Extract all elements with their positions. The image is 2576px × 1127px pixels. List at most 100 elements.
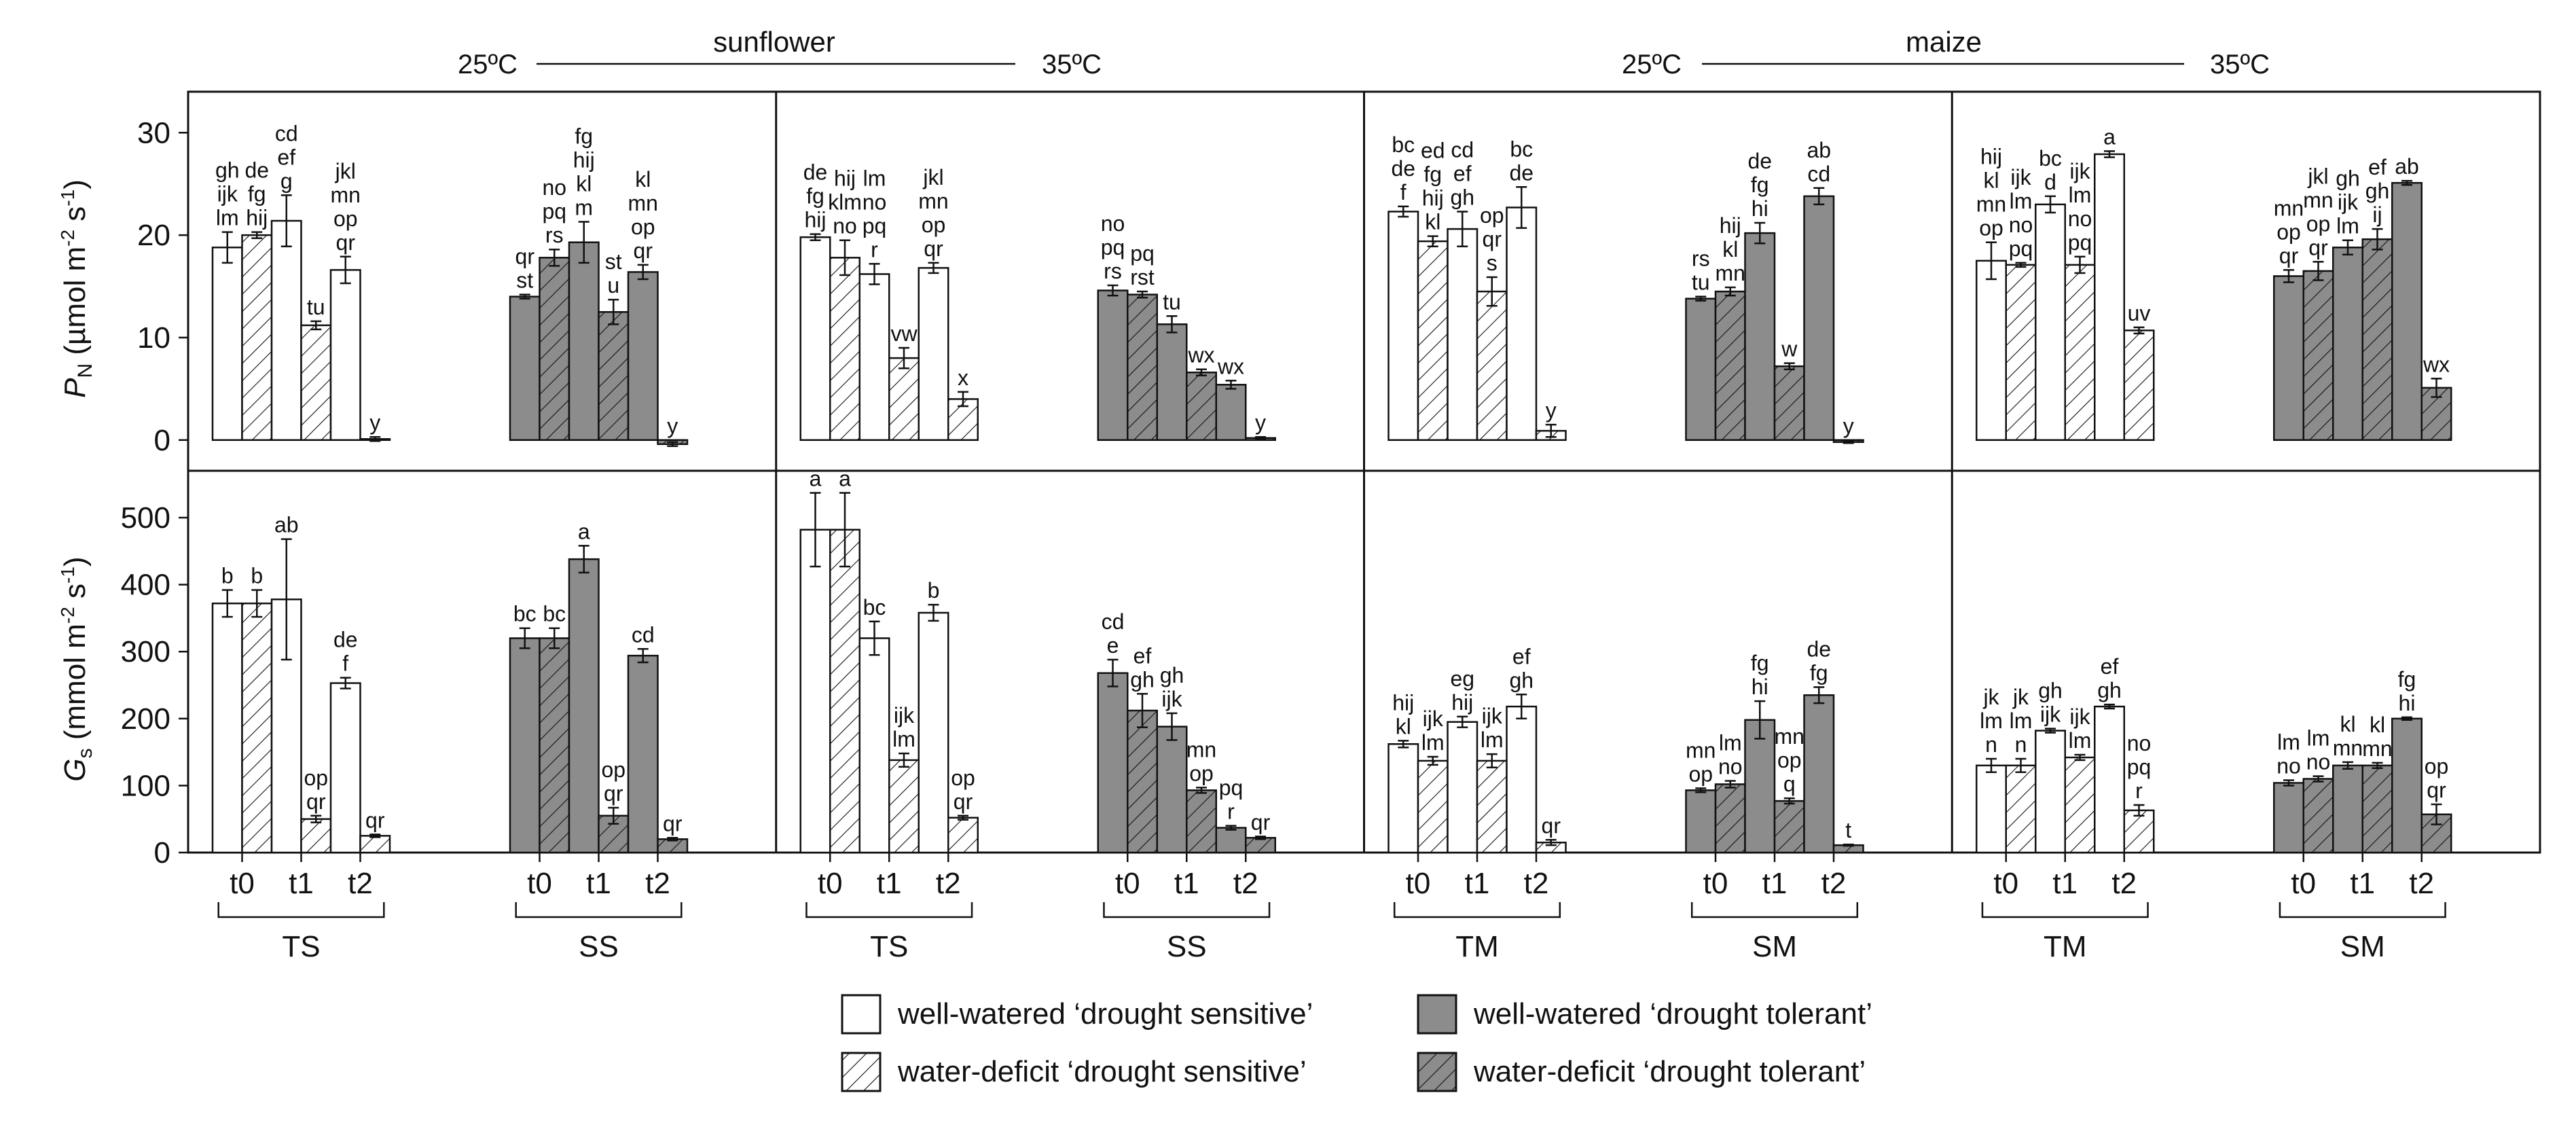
pn-bar-label: op	[922, 213, 946, 237]
pn-bar-label: rst	[1130, 265, 1155, 289]
gs-bar	[1476, 759, 1508, 854]
pn-bar-label: tu	[1163, 289, 1181, 314]
pn-error-bar	[637, 264, 649, 281]
gs-error-bar	[1398, 740, 1409, 749]
gs-bar-label: ef	[1133, 643, 1152, 668]
x-tick-label: t1	[2350, 867, 2375, 900]
gs-bar-label: op	[304, 766, 328, 790]
x-tick-label: t1	[1762, 867, 1788, 900]
gs-bar-label: r	[1227, 800, 1235, 824]
x-tick-label: t2	[2409, 867, 2434, 900]
x-tick-label: t2	[1233, 867, 1258, 900]
pn-bar-label: no	[1101, 211, 1125, 236]
genotype-group-ts: defghijahijklmnoalmnopqrbcvwijklmjklmnop…	[799, 160, 979, 963]
pn-bar	[568, 241, 600, 442]
pn-bar	[2005, 264, 2037, 442]
gs-error-bar	[340, 677, 351, 690]
gs-bar	[627, 654, 659, 854]
gs-bar-label: no	[2276, 754, 2301, 779]
genotype-label: SS	[579, 930, 619, 963]
pn-bar-label: mn	[1976, 192, 2006, 217]
pn-axis-title-sup1: -2	[57, 230, 78, 247]
gs-axis-title: Gs (mmol m-2 s-1)	[57, 556, 96, 781]
pn-bar-label: jkl	[2307, 164, 2328, 188]
pn-bar-label: ab	[1807, 138, 1831, 162]
gs-error-bar	[519, 627, 530, 649]
gs-bar-label: qr	[1542, 813, 1561, 838]
pn-bar-label: de	[1509, 160, 1534, 185]
pn-bar-label: ef	[277, 145, 295, 169]
pn-bar	[1417, 240, 1449, 442]
gs-bar-label: t	[1845, 818, 1851, 842]
gs-bar	[509, 637, 541, 854]
gs-bar-label: op	[2425, 754, 2449, 779]
pn-bar	[539, 257, 570, 442]
gs-y-tick-label: 200	[121, 702, 170, 736]
pn-error-bar	[1486, 276, 1498, 307]
pn-bar-label: pq	[1101, 235, 1125, 260]
gs-error-bar	[1754, 700, 1766, 740]
gs-bar-label: qr	[954, 789, 973, 814]
gs-bar-label: cd	[1102, 609, 1125, 634]
gs-bar-label: fg	[1810, 660, 1828, 685]
pn-bar-label: fg	[806, 184, 824, 209]
gs-bar-label: pq	[2127, 755, 2152, 779]
gs-bar	[359, 835, 391, 854]
gs-bar	[1417, 759, 1449, 854]
pn-error-bar	[608, 298, 619, 325]
gs-bar-label: b	[251, 564, 263, 588]
pn-bar-label: mn	[918, 189, 948, 213]
pn-bar-label: s	[1487, 251, 1498, 275]
pn-bar-label: ef	[2368, 155, 2387, 179]
gs-bar-label: eg	[1450, 666, 1474, 691]
x-tick-label: t0	[230, 867, 255, 900]
pn-error-bar	[2401, 179, 2412, 186]
pn-bar-label: lm	[2336, 214, 2359, 238]
genotype-bracket	[1103, 902, 1271, 918]
gs-bar-label: op	[601, 757, 625, 782]
pn-bar-label: y	[1255, 410, 1266, 435]
gs-error-bar	[2372, 762, 2383, 770]
pn-bar	[2302, 270, 2334, 442]
pn-bar-label: hij	[804, 208, 826, 232]
x-tick-label: t1	[1174, 867, 1199, 900]
gs-error-bar	[1427, 755, 1438, 766]
header-sunflower-left-temp: 25ºC	[458, 50, 518, 79]
pn-error-bar	[1457, 211, 1468, 247]
gs-bar	[1506, 705, 1538, 854]
gs-bar-label: gh	[1160, 663, 1184, 687]
genotype-bracket	[2279, 902, 2446, 918]
gs-bar-label: a	[810, 467, 822, 491]
gs-axis-title-sub: s	[74, 748, 96, 758]
genotype-label: TM	[1455, 930, 1499, 963]
pn-error-bar	[519, 293, 530, 300]
pn-bar-label: vw	[890, 321, 918, 346]
pn-bar	[2273, 275, 2304, 442]
pn-error-bar	[2045, 195, 2056, 214]
pn-error-bar	[2074, 255, 2086, 274]
gs-bar-label: hi	[1752, 675, 1768, 699]
gs-error-bar	[1545, 839, 1557, 846]
pn-error-bar	[1783, 362, 1795, 370]
gs-bar-label: n	[1985, 732, 1997, 757]
gs-bar	[2361, 764, 2393, 854]
x-tick-label: t2	[936, 867, 961, 900]
pn-bar	[2361, 238, 2393, 442]
gs-bar-label: op	[1189, 761, 1214, 785]
gs-axis-title-rest: (mmol m	[58, 624, 92, 748]
pn-bar-label: lm	[216, 206, 239, 230]
genotype-group-ts: ghijklmbdefghijbcdefgabtuopqrjklmnopqrde…	[211, 121, 391, 963]
legend: well-watered ‘drought sensitive’ water-d…	[841, 994, 1872, 1092]
gs-bar-label: cd	[632, 622, 655, 647]
pn-axis-title-sub: N	[74, 363, 96, 378]
pn-bar-label: qr	[336, 230, 356, 255]
pn-y-tick-label: 0	[154, 424, 170, 457]
pn-bar-label: op	[333, 207, 358, 231]
gs-error-bar	[2074, 753, 2086, 762]
gs-bar-label: q	[1783, 772, 1796, 796]
gs-bar	[829, 529, 860, 854]
pn-error-bar	[549, 248, 560, 267]
gs-bar	[241, 602, 273, 854]
x-tick-label: t2	[348, 867, 373, 900]
genotype-bracket	[805, 902, 973, 918]
